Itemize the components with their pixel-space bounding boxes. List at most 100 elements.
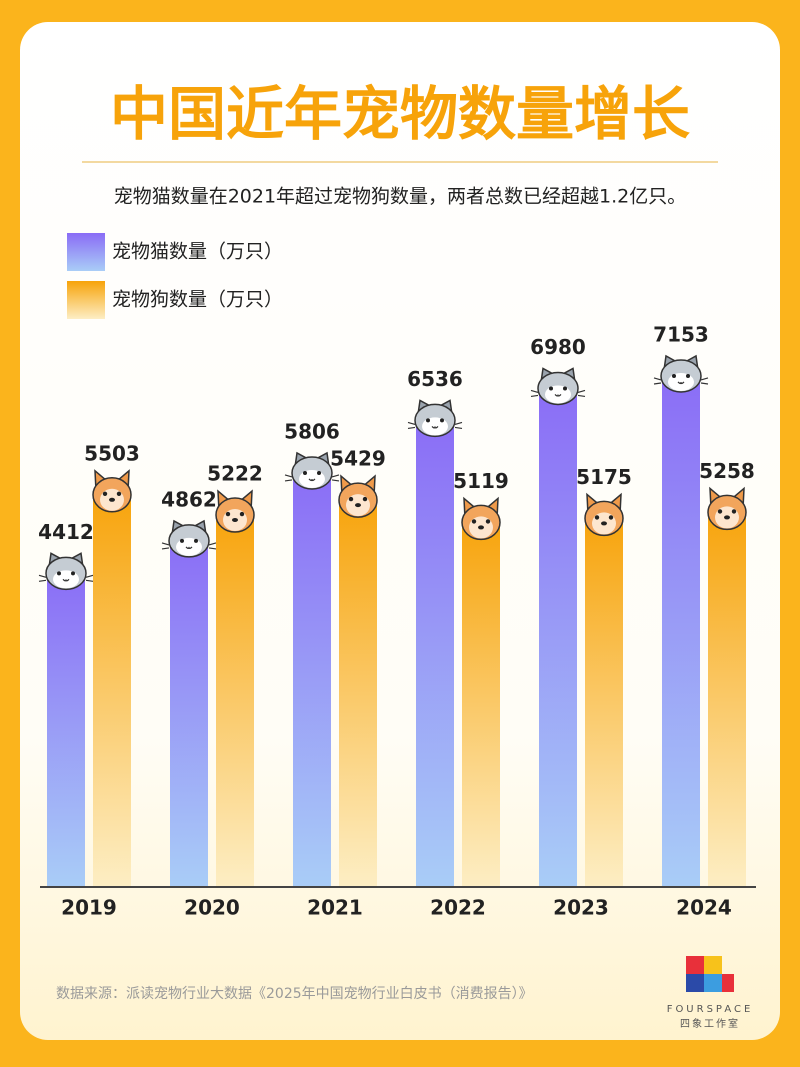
eye	[348, 496, 354, 502]
bar	[170, 536, 208, 887]
dog-icon	[584, 492, 624, 537]
eye	[194, 538, 198, 543]
bar	[585, 514, 623, 887]
whiskers	[284, 474, 340, 482]
dog-icon	[461, 496, 501, 541]
eye	[362, 496, 368, 502]
eye	[594, 515, 600, 520]
cat-icon	[407, 399, 463, 438]
mouth	[308, 478, 316, 482]
logo-block	[722, 974, 734, 992]
source: 数据来源：派读宠物行业大数据《2025年中国宠物行业白皮书（消费报告）》	[56, 985, 533, 1002]
mouth	[554, 394, 562, 397]
x-tick-label: 2019	[61, 896, 117, 920]
legend-swatch	[67, 233, 105, 271]
eye	[440, 418, 444, 423]
value-label: 5175	[576, 465, 632, 489]
legend-label: 宠物狗数量（万只）	[112, 289, 283, 311]
bar	[662, 371, 700, 887]
value-label: 4862	[161, 487, 217, 511]
bar	[462, 518, 500, 887]
subtitle: 宠物猫数量在2021年超过宠物狗数量，两者总数已经超越1.2亿只。	[114, 186, 687, 208]
whiskers	[653, 377, 709, 385]
eye	[549, 386, 553, 391]
eye	[672, 373, 676, 378]
logo-subtext: 四象工作室	[680, 1017, 740, 1030]
chart-title: 中国近年宠物数量增长	[110, 80, 690, 148]
dog-icon	[707, 486, 747, 531]
mouth	[677, 381, 685, 385]
value-label: 5222	[207, 462, 263, 486]
mouth	[62, 578, 70, 582]
eye	[471, 519, 477, 524]
nose	[232, 518, 238, 523]
bar	[416, 416, 454, 887]
dog-icon	[215, 489, 255, 533]
legend-label: 宠物猫数量（万只）	[112, 241, 283, 263]
eye	[731, 509, 737, 514]
logo-block	[686, 956, 704, 974]
cat-icon	[161, 519, 217, 558]
eye	[485, 519, 491, 524]
dog-icon	[338, 474, 378, 518]
eye	[180, 538, 184, 543]
bar	[216, 511, 254, 887]
x-tick-label: 2020	[184, 896, 240, 920]
value-label: 5119	[453, 469, 509, 493]
eye	[563, 386, 567, 391]
bar	[47, 569, 85, 887]
whiskers	[38, 574, 94, 582]
mouth	[431, 425, 439, 429]
eye	[239, 511, 245, 517]
eye	[426, 418, 430, 423]
logo-block	[704, 956, 722, 974]
value-label: 4412	[38, 520, 94, 544]
x-tick-label: 2021	[307, 896, 363, 920]
bar	[293, 468, 331, 887]
value-label: 5806	[284, 419, 340, 443]
cat-icon	[530, 367, 586, 406]
eye	[225, 511, 231, 517]
nose	[109, 497, 115, 502]
value-label: 6536	[407, 367, 463, 391]
cat-icon	[38, 552, 94, 591]
eye	[116, 491, 122, 496]
cat-icon	[653, 354, 709, 393]
value-label: 7153	[653, 322, 709, 346]
value-label: 5503	[84, 441, 140, 465]
x-tick-label: 2022	[430, 896, 486, 920]
whiskers	[407, 421, 463, 430]
whiskers	[161, 542, 217, 550]
logo-block	[686, 974, 704, 992]
whiskers	[530, 389, 586, 398]
x-tick-label: 2024	[676, 896, 732, 920]
cat-icon	[284, 451, 340, 490]
bar	[93, 490, 131, 887]
eye	[57, 571, 61, 576]
bar	[339, 496, 377, 887]
eye	[686, 373, 690, 378]
logo-block	[704, 974, 722, 992]
dog-icon	[92, 469, 132, 513]
bar	[539, 384, 577, 887]
eye	[608, 515, 614, 520]
mouth	[185, 546, 193, 550]
eye	[303, 470, 307, 475]
eye	[717, 509, 723, 514]
logo-text: FOURSPACE	[667, 1004, 754, 1015]
nose	[478, 525, 484, 530]
nose	[724, 515, 730, 520]
nose	[601, 521, 607, 526]
x-tick-label: 2023	[553, 896, 609, 920]
eye	[102, 491, 108, 496]
nose	[355, 503, 361, 508]
value-label: 5429	[330, 447, 386, 471]
value-label: 6980	[530, 335, 586, 359]
eye	[71, 571, 75, 576]
legend-swatch	[67, 281, 105, 319]
eye	[317, 470, 321, 475]
bar	[708, 508, 746, 887]
logo: FOURSPACE 四象工作室	[667, 956, 754, 1030]
value-label: 5258	[699, 459, 755, 483]
